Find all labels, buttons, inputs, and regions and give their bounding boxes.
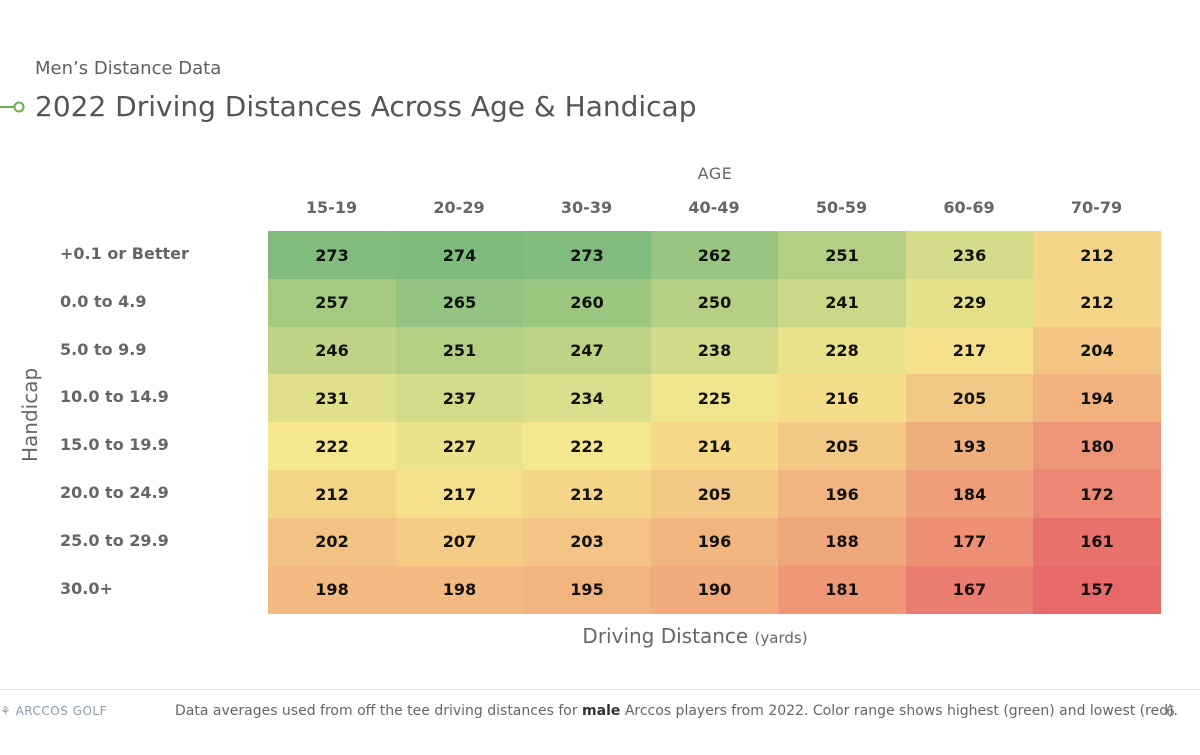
heatmap-cell: 203 xyxy=(523,517,651,567)
footnote-bold: male xyxy=(582,703,621,719)
heatmap-cell: 204 xyxy=(1033,326,1161,375)
heatmap-cell: 214 xyxy=(650,422,779,471)
column-label: 50-59 xyxy=(815,198,868,217)
heatmap-cell: 202 xyxy=(268,517,396,567)
heatmap-cell: 262 xyxy=(650,231,779,280)
x-axis-title: Driving Distance (yards) xyxy=(520,624,870,648)
heatmap-cell: 177 xyxy=(905,517,1034,567)
subtitle: Men’s Distance Data xyxy=(35,58,222,79)
heatmap-cell: 212 xyxy=(268,470,396,519)
heatmap-cell: 273 xyxy=(523,231,651,280)
heatmap-cell: 198 xyxy=(395,565,524,614)
handicap-axis-label: Handicap xyxy=(18,367,42,462)
heatmap-cell: 212 xyxy=(1033,278,1161,328)
row-label: 20.0 to 24.9 xyxy=(60,482,169,502)
heatmap-cell: 205 xyxy=(905,374,1034,423)
heatmap-cell: 196 xyxy=(778,470,906,519)
heatmap-cell: 274 xyxy=(395,231,524,280)
row-label: 0.0 to 4.9 xyxy=(60,291,147,311)
page-number: 6 xyxy=(1166,704,1175,720)
heatmap-cell: 212 xyxy=(523,470,651,519)
footnote: Data averages used from off the tee driv… xyxy=(175,703,1178,719)
arccos-logo: ⚘ ARCCOS GOLF xyxy=(0,704,107,718)
heatmap-cell: 222 xyxy=(268,422,396,471)
heatmap-cell: 238 xyxy=(650,326,779,375)
heatmap-cell: 216 xyxy=(778,374,906,423)
age-axis-label: AGE xyxy=(697,164,733,183)
heatmap-cell: 241 xyxy=(778,278,906,328)
page-title: 2022 Driving Distances Across Age & Hand… xyxy=(35,90,697,123)
heatmap-cell: 194 xyxy=(1033,374,1161,423)
heatmap-cell: 207 xyxy=(395,517,524,567)
heatmap-cell: 246 xyxy=(268,326,396,375)
logo-mark-icon: ⚘ xyxy=(0,704,12,718)
column-label: 60-69 xyxy=(943,198,995,217)
heatmap-cell: 231 xyxy=(268,374,396,423)
column-label: 40-49 xyxy=(688,198,740,217)
column-label: 30-39 xyxy=(560,198,613,217)
heatmap-cell: 222 xyxy=(523,422,651,471)
heatmap-cell: 196 xyxy=(650,517,779,567)
heatmap-cell: 172 xyxy=(1033,470,1161,519)
heatmap-cell: 188 xyxy=(778,517,906,567)
footnote-text-2: Arccos players from 2022. Color range sh… xyxy=(620,703,1178,719)
x-axis-title-text: Driving Distance xyxy=(582,624,749,648)
column-label: 20-29 xyxy=(433,198,485,217)
title-marker-icon xyxy=(0,101,25,113)
heatmap-cell: 228 xyxy=(778,326,906,375)
heatmap-cell: 234 xyxy=(523,374,651,423)
row-label: 10.0 to 14.9 xyxy=(60,387,169,407)
footnote-text-1: Data averages used from off the tee driv… xyxy=(175,703,583,719)
heatmap-cell: 167 xyxy=(905,565,1034,614)
heatmap-cell: 205 xyxy=(778,422,906,471)
heatmap-cell: 198 xyxy=(268,565,396,614)
heatmap-cell: 251 xyxy=(395,326,524,375)
heatmap-cell: 190 xyxy=(650,565,779,614)
heatmap-cell: 217 xyxy=(905,326,1034,375)
footer-divider xyxy=(0,689,1200,690)
row-label: 25.0 to 29.9 xyxy=(60,530,169,550)
heatmap-cell: 251 xyxy=(778,231,906,280)
heatmap-cell: 212 xyxy=(1033,231,1161,280)
row-label: +0.1 or Better xyxy=(60,243,189,263)
heatmap-cell: 225 xyxy=(650,374,779,423)
heatmap-cell: 195 xyxy=(523,565,651,614)
heatmap-cell: 273 xyxy=(268,231,396,280)
heatmap-cell: 181 xyxy=(778,565,906,614)
heatmap-cell: 157 xyxy=(1033,565,1161,614)
heatmap-cell: 193 xyxy=(905,422,1034,471)
heatmap-cell: 236 xyxy=(905,231,1034,280)
heatmap-cell: 260 xyxy=(523,278,651,328)
heatmap-cell: 217 xyxy=(395,470,524,519)
heatmap-cell: 184 xyxy=(905,470,1034,519)
heatmap-cell: 180 xyxy=(1033,422,1161,471)
column-label: 70-79 xyxy=(1070,198,1123,217)
x-axis-unit: (yards) xyxy=(754,629,808,647)
heatmap-cell: 257 xyxy=(268,278,396,328)
row-label: 30.0+ xyxy=(60,578,113,598)
heatmap-cell: 265 xyxy=(395,278,524,328)
heatmap-cell: 205 xyxy=(650,470,779,519)
row-label: 15.0 to 19.9 xyxy=(60,435,169,455)
heatmap-cell: 229 xyxy=(905,278,1034,328)
heatmap-cell: 227 xyxy=(395,422,524,471)
logo-text: ARCCOS GOLF xyxy=(15,704,108,718)
row-label: 5.0 to 9.9 xyxy=(60,339,147,359)
heatmap-cell: 161 xyxy=(1033,517,1161,567)
heatmap-cell: 237 xyxy=(395,374,524,423)
column-label: 15-19 xyxy=(305,198,358,217)
heatmap-cell: 250 xyxy=(650,278,779,328)
heatmap-cell: 247 xyxy=(523,326,651,375)
